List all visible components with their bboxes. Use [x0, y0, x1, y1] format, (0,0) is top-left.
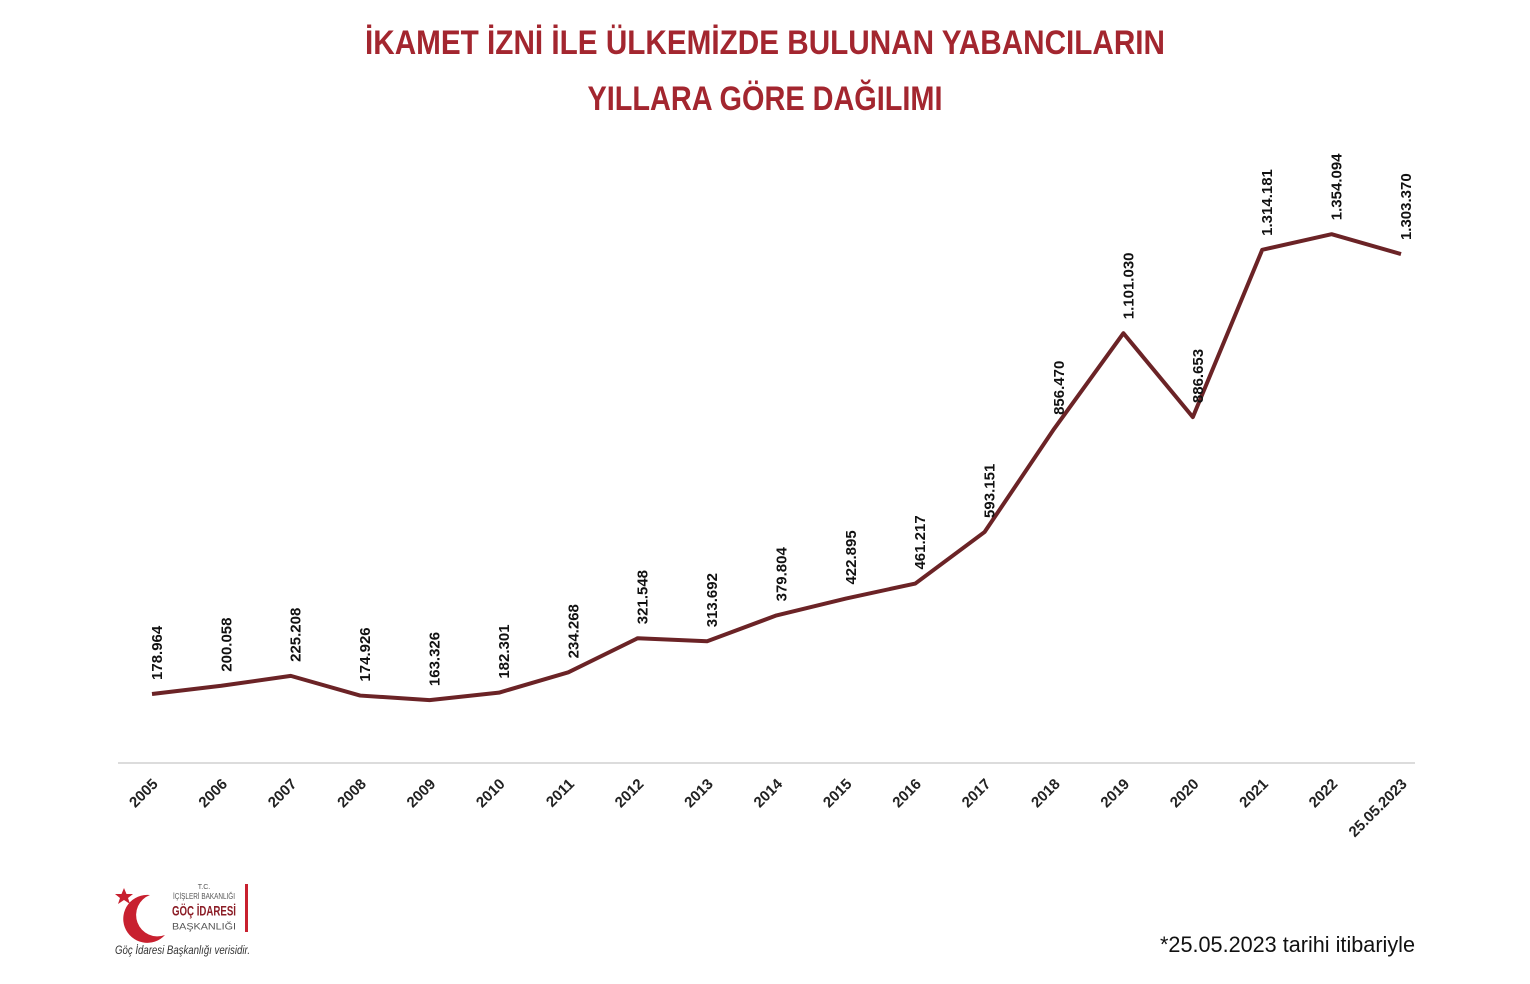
x-tick-label: 2018: [1028, 776, 1064, 812]
logo-text: BAŞKANLIĞI: [172, 921, 236, 931]
data-label: 163.326: [427, 632, 444, 686]
data-label: 321.548: [635, 570, 652, 624]
x-tick-label: 2021: [1236, 776, 1272, 812]
x-tick-label: 2019: [1097, 776, 1133, 812]
data-label: 1.101.030: [1120, 252, 1137, 319]
x-tick-label: 2007: [265, 776, 301, 812]
x-tick-label: 2016: [889, 776, 925, 812]
data-label: 856.470: [1051, 361, 1068, 415]
chart-title: YILLARA GÖRE DAĞILIMI: [588, 80, 943, 118]
data-label: 886.653: [1190, 349, 1207, 403]
x-tick-label: 2017: [959, 776, 995, 812]
x-tick-label: 2008: [334, 776, 370, 812]
x-tick-label: 2020: [1167, 776, 1203, 812]
x-tick-label: 2006: [195, 776, 231, 812]
x-tick-label: 25.05.2023: [1346, 776, 1411, 841]
logo-text: İÇİŞLERİ BAKANLIĞI: [173, 892, 235, 901]
data-label: 461.217: [912, 515, 929, 569]
data-label: 178.964: [149, 625, 166, 680]
x-tick-label: 2005: [126, 776, 162, 812]
data-label: 200.058: [218, 617, 235, 671]
logo-star: [115, 888, 133, 904]
data-label: 225.208: [288, 608, 305, 662]
data-label: 1.314.181: [1259, 169, 1276, 236]
data-label: 234.268: [565, 604, 582, 658]
data-label: 422.895: [843, 530, 860, 584]
logo-text: T.C.: [198, 884, 211, 891]
logo-crescent: [123, 894, 165, 943]
logo-text: GÖÇ İDARESİ: [172, 903, 236, 919]
source-note: Göç İdaresi Başkanlığı verisidir.: [115, 943, 250, 957]
x-tick-label: 2014: [751, 775, 787, 811]
logo: T.C. İÇİŞLERİ BAKANLIĞI GÖÇ İDARESİ BAŞK…: [115, 884, 248, 943]
data-label: 174.926: [357, 627, 374, 681]
x-tick-label: 2013: [681, 776, 717, 812]
data-label: 379.804: [773, 547, 790, 602]
x-tick-label: 2010: [473, 776, 509, 812]
x-tick-label: 2015: [820, 776, 856, 812]
data-label: 182.301: [496, 624, 513, 678]
x-tick-label: 2012: [612, 776, 648, 812]
data-label: 1.303.370: [1398, 173, 1415, 240]
footnote: *25.05.2023 tarihi itibariyle: [1160, 932, 1415, 957]
data-label: 1.354.094: [1329, 153, 1346, 220]
x-tick-label: 2022: [1306, 776, 1342, 812]
data-label: 313.692: [704, 573, 721, 627]
logo-bar: [245, 884, 248, 932]
chart-title: İKAMET İZNİ İLE ÜLKEMİZDE BULUNAN YABANC…: [365, 24, 1165, 62]
data-line: [151, 232, 1402, 703]
data-label: 593.151: [982, 464, 999, 518]
x-tick-label: 2009: [404, 776, 440, 812]
x-tick-label: 2011: [543, 776, 578, 811]
